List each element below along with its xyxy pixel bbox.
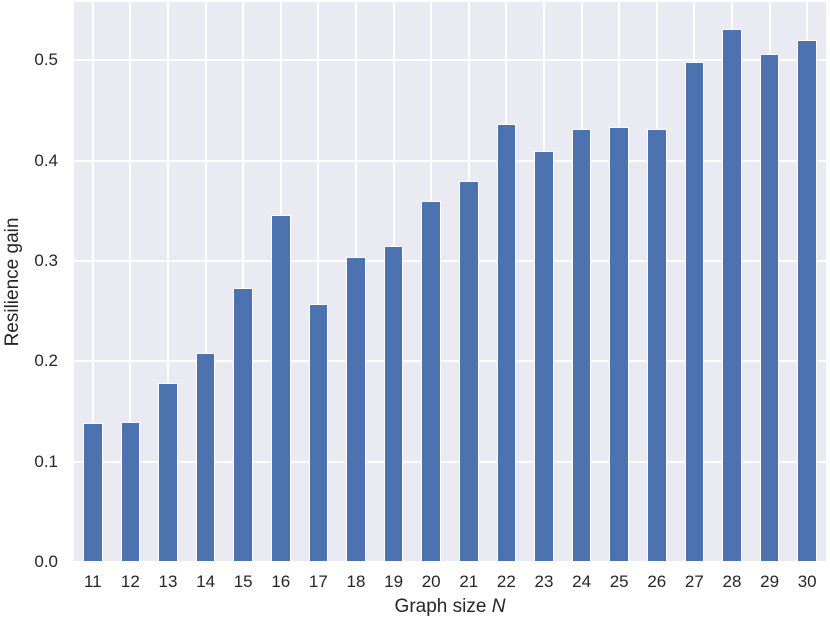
plot-area	[74, 2, 826, 563]
bar-19	[383, 245, 404, 562]
x-axis-label: Graph size N	[395, 596, 506, 618]
bar-27	[684, 62, 705, 562]
bar-20	[421, 200, 441, 562]
x-tick-label: 23	[534, 572, 554, 591]
x-tick-label: 24	[572, 572, 592, 591]
bar-11	[83, 422, 103, 562]
x-tick-label: 19	[384, 572, 404, 591]
bar-17	[308, 304, 329, 562]
v-gridline	[129, 2, 132, 562]
v-gridline	[242, 2, 245, 562]
h-gridline	[74, 159, 826, 162]
bar-25	[609, 127, 629, 562]
x-tick-label: 22	[496, 572, 516, 591]
h-gridline	[74, 59, 826, 62]
h-gridline	[74, 259, 826, 262]
bar-22	[496, 124, 517, 562]
x-tick-label: 20	[421, 572, 441, 591]
bar-16	[271, 214, 291, 562]
x-axis-label-text: Graph size	[394, 596, 492, 617]
bar-13	[158, 383, 178, 562]
y-tick-label: 0.0	[34, 552, 58, 571]
x-tick-label: 28	[722, 572, 742, 591]
bar-21	[459, 180, 479, 562]
x-tick-label: 26	[647, 572, 667, 591]
bar-29	[759, 54, 780, 562]
x-tick-label: 12	[120, 572, 140, 591]
bar-12	[120, 421, 141, 562]
y-axis-label: Resilience gain	[2, 218, 24, 347]
y-tick-label: 0.5	[34, 50, 58, 70]
y-axis-label-text: Resilience gain	[2, 217, 23, 347]
x-tick-label: 14	[196, 572, 216, 591]
x-tick-label: 13	[158, 572, 178, 591]
bar-18	[346, 256, 366, 562]
x-tick-label: 30	[797, 572, 817, 591]
h-gridline	[74, 360, 826, 363]
bar-28	[722, 29, 742, 562]
x-tick-label: 16	[271, 572, 291, 591]
x-tick-label: 21	[459, 572, 479, 591]
x-tick-label: 18	[346, 572, 366, 591]
y-tick-label: 0.4	[34, 150, 58, 170]
v-gridline	[317, 2, 320, 562]
h-gridline	[74, 561, 826, 563]
y-tick-label: 0.2	[34, 351, 58, 371]
v-gridline	[204, 2, 207, 562]
bar-24	[571, 129, 592, 562]
v-gridline	[91, 2, 94, 562]
bar-26	[647, 129, 667, 562]
bar-30	[797, 40, 817, 562]
x-tick-label: 25	[609, 572, 629, 591]
x-tick-label: 11	[83, 572, 102, 591]
bar-14	[195, 353, 216, 562]
x-tick-label: 27	[684, 572, 704, 591]
bar-15	[233, 288, 253, 562]
x-tick-label: 29	[760, 572, 780, 591]
y-tick-label: 0.3	[34, 250, 58, 270]
v-gridline	[167, 2, 169, 562]
x-tick-label: 17	[308, 572, 328, 591]
y-tick-label: 0.1	[34, 451, 58, 471]
h-gridline	[74, 460, 826, 463]
x-tick-label: 15	[233, 572, 253, 591]
bar-23	[534, 150, 554, 562]
x-axis-label-variable: N	[491, 596, 506, 617]
